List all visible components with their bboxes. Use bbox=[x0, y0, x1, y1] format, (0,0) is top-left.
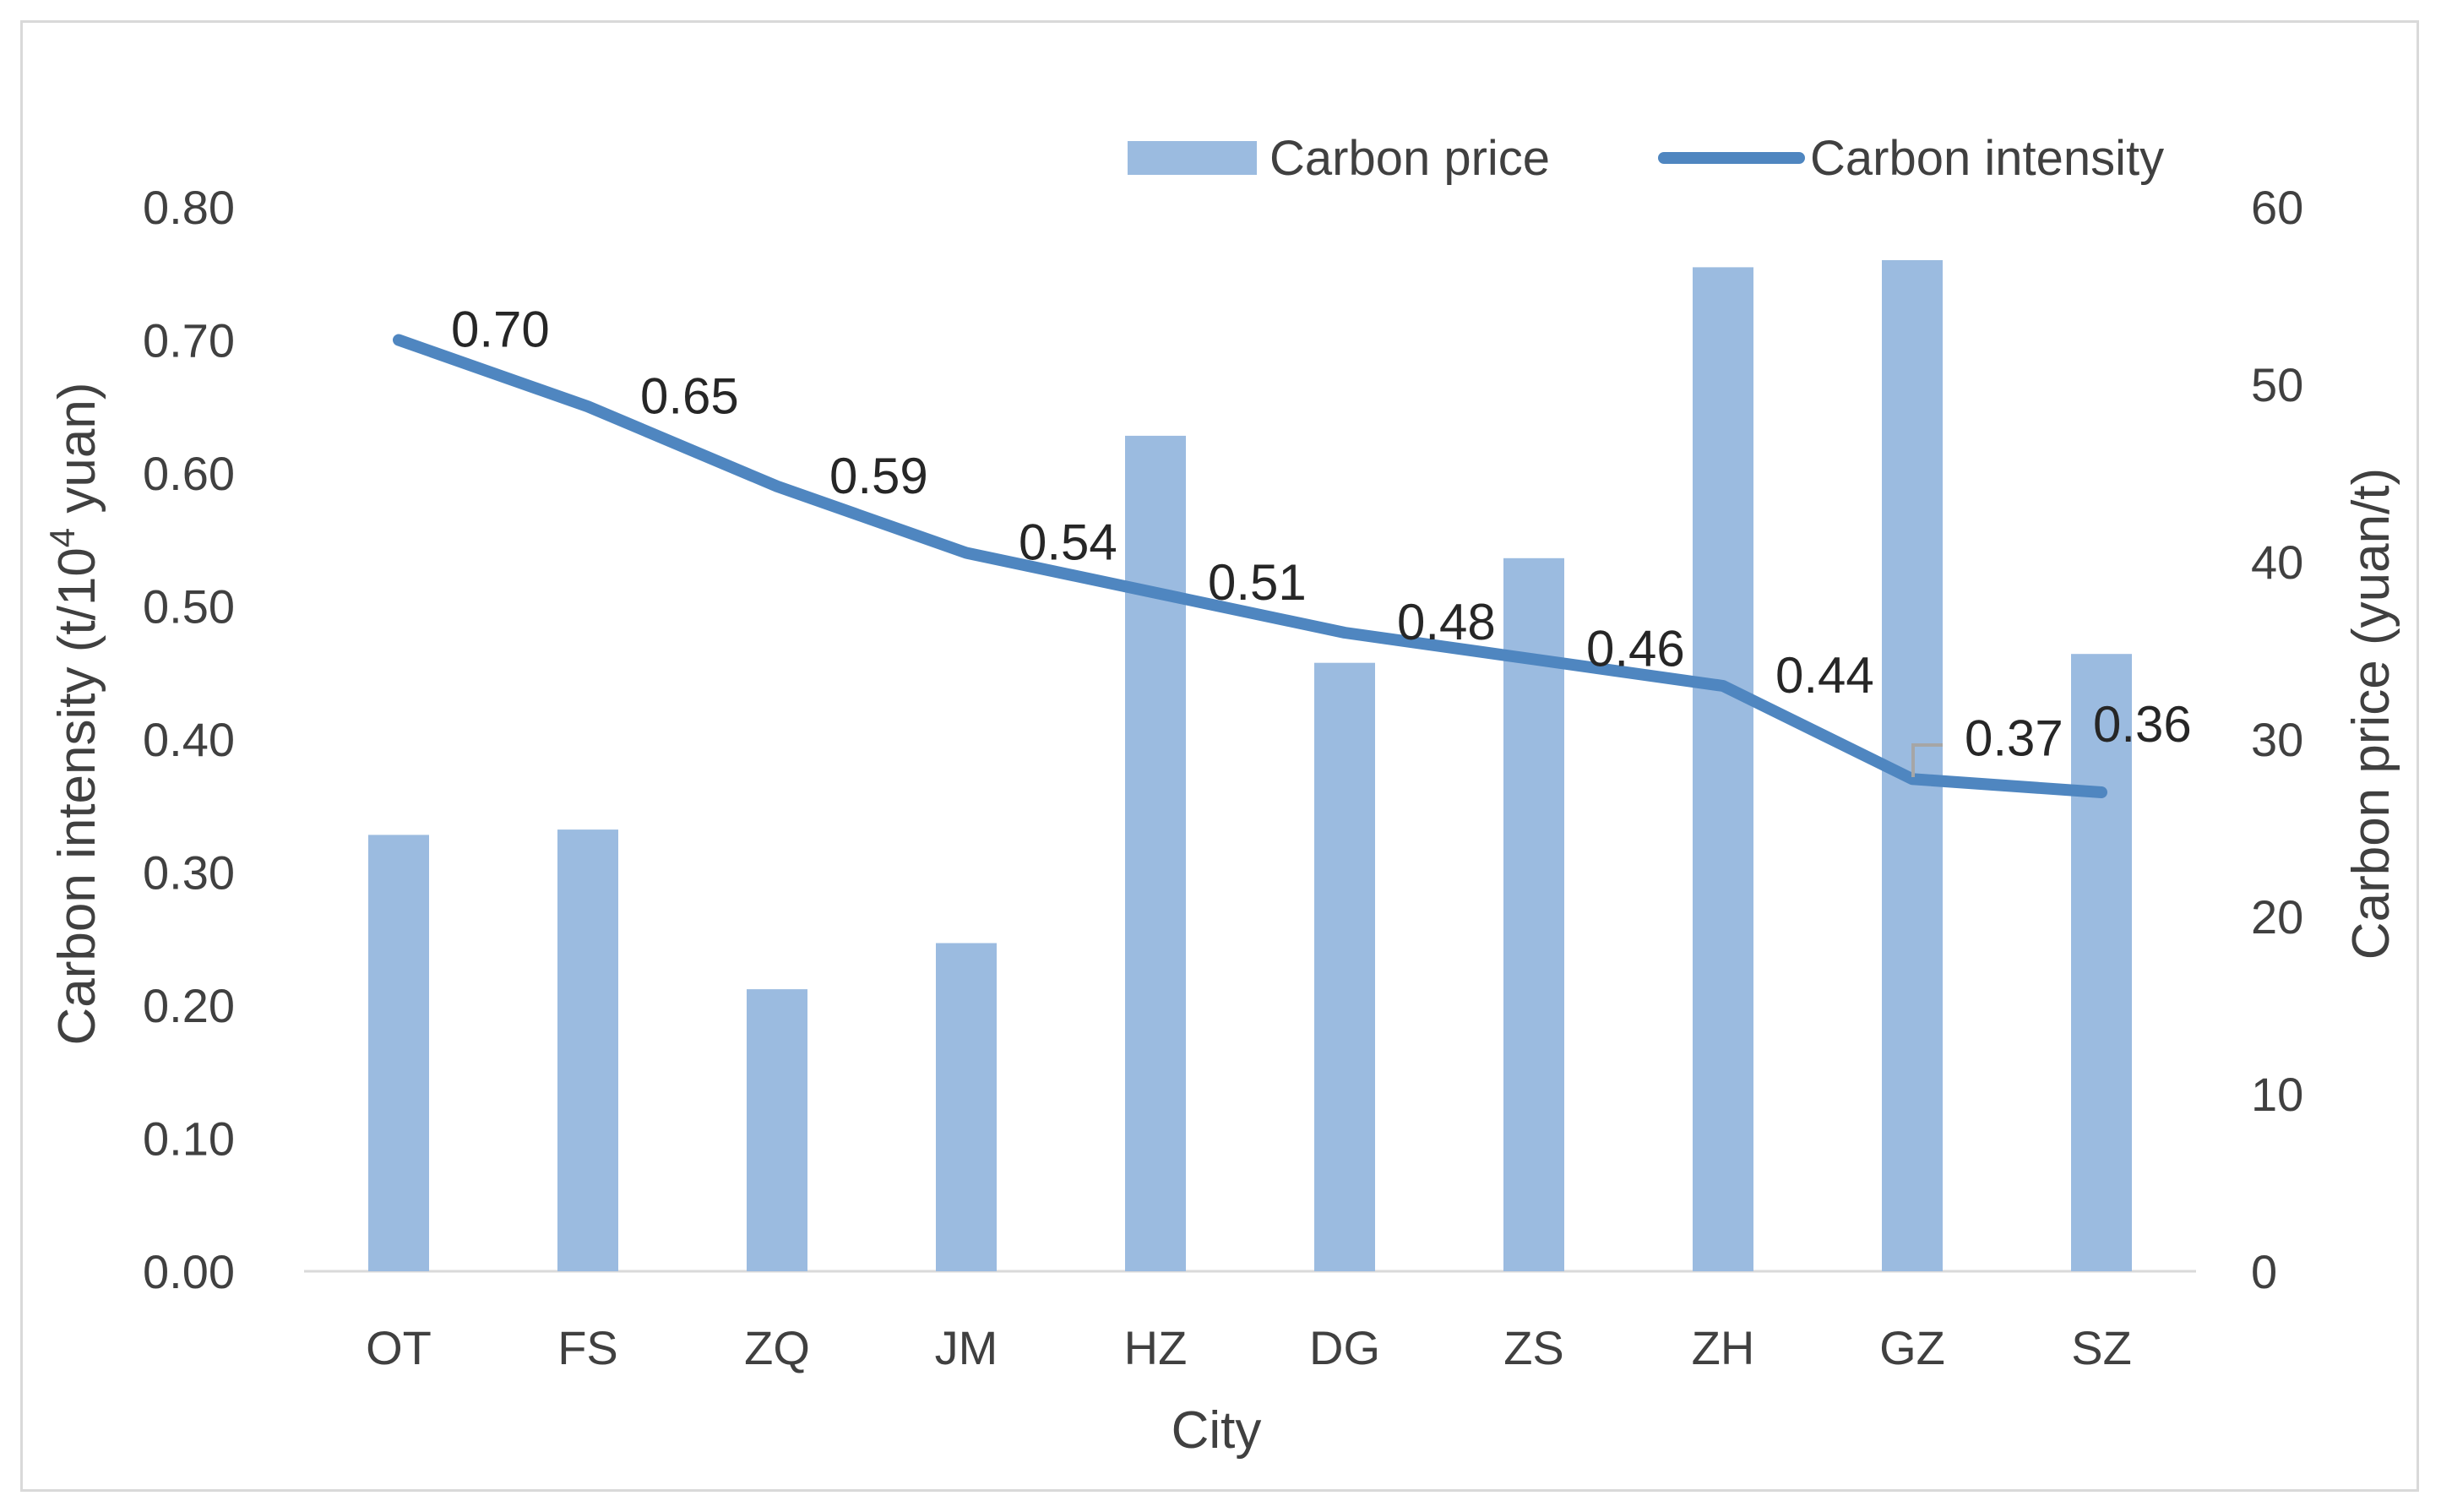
right-axis-title: Carbon price (yuan/t) bbox=[2342, 468, 2400, 960]
category-label: ZS bbox=[1503, 1321, 1564, 1374]
right-tick-label: 60 bbox=[2251, 181, 2303, 234]
bar-dg bbox=[1314, 662, 1375, 1271]
data-label: 0.65 bbox=[640, 367, 739, 424]
bar-hz bbox=[1125, 435, 1186, 1271]
right-tick-label: 30 bbox=[2251, 713, 2303, 766]
left-tick-label: 0.80 bbox=[143, 181, 235, 234]
bar-zh bbox=[1693, 267, 1753, 1271]
right-axis-ticks: 0 10 20 30 40 50 60 bbox=[2251, 181, 2303, 1298]
bar-sz bbox=[2071, 654, 2132, 1271]
category-label: HZ bbox=[1124, 1321, 1188, 1374]
bar-jm bbox=[936, 943, 997, 1271]
legend-line-label: Carbon intensity bbox=[1810, 131, 2164, 186]
bar-ot bbox=[368, 835, 429, 1271]
category-label: ZQ bbox=[744, 1321, 810, 1374]
category-label: OT bbox=[366, 1321, 432, 1374]
category-label: DG bbox=[1309, 1321, 1380, 1374]
data-label: 0.37 bbox=[1965, 710, 2063, 766]
right-tick-label: 0 bbox=[2251, 1245, 2277, 1298]
right-tick-label: 40 bbox=[2251, 536, 2303, 589]
legend-bar-label: Carbon price bbox=[1269, 131, 1550, 186]
category-label: GZ bbox=[1879, 1321, 1945, 1374]
left-tick-label: 0.60 bbox=[143, 447, 235, 500]
right-tick-label: 10 bbox=[2251, 1068, 2303, 1121]
carbon-intensity-line bbox=[393, 334, 2107, 798]
left-tick-label: 0.50 bbox=[143, 580, 235, 634]
category-labels: OT FS ZQ JM HZ DG ZS ZH GZ SZ bbox=[366, 1321, 2132, 1374]
category-label: SZ bbox=[2071, 1321, 2132, 1374]
right-tick-label: 20 bbox=[2251, 890, 2303, 944]
x-axis-title: City bbox=[1172, 1401, 1262, 1460]
legend-bar-swatch bbox=[1128, 141, 1257, 175]
data-label: 0.54 bbox=[1019, 514, 1117, 571]
category-label: JM bbox=[935, 1321, 998, 1374]
bar-fs bbox=[557, 829, 618, 1271]
left-axis-title: Carbon intensity (t/104 yuan) bbox=[42, 383, 106, 1046]
data-label: 0.48 bbox=[1397, 594, 1496, 650]
leader-line bbox=[1911, 743, 1943, 777]
data-label: 0.51 bbox=[1208, 554, 1307, 611]
category-label: FS bbox=[557, 1321, 618, 1374]
line-group bbox=[393, 334, 2107, 798]
data-label: 0.59 bbox=[829, 448, 928, 504]
right-tick-label: 50 bbox=[2251, 358, 2303, 411]
data-label: 0.44 bbox=[1775, 647, 1874, 704]
data-label: 0.36 bbox=[2093, 696, 2192, 753]
left-tick-label: 0.30 bbox=[143, 846, 235, 900]
data-label: 0.70 bbox=[451, 302, 550, 358]
category-label: ZH bbox=[1692, 1321, 1755, 1374]
left-axis-ticks: 0.00 0.10 0.20 0.30 0.40 0.50 0.60 0.70 0.80 bbox=[143, 181, 235, 1298]
bars-group bbox=[368, 260, 2132, 1271]
bar-zq bbox=[747, 989, 807, 1271]
left-tick-label: 0.40 bbox=[143, 713, 235, 766]
left-tick-label: 0.00 bbox=[143, 1245, 235, 1298]
left-tick-label: 0.10 bbox=[143, 1112, 235, 1166]
data-label: 0.46 bbox=[1586, 621, 1685, 677]
legend: Carbon price Carbon intensity bbox=[1128, 131, 2164, 186]
bar-zs bbox=[1503, 557, 1564, 1271]
data-labels: 0.70 0.65 0.59 0.54 0.51 0.48 0.46 0.44 0.37 0.36 bbox=[451, 302, 2192, 767]
left-tick-label: 0.20 bbox=[143, 979, 235, 1032]
left-tick-label: 0.70 bbox=[143, 314, 235, 367]
